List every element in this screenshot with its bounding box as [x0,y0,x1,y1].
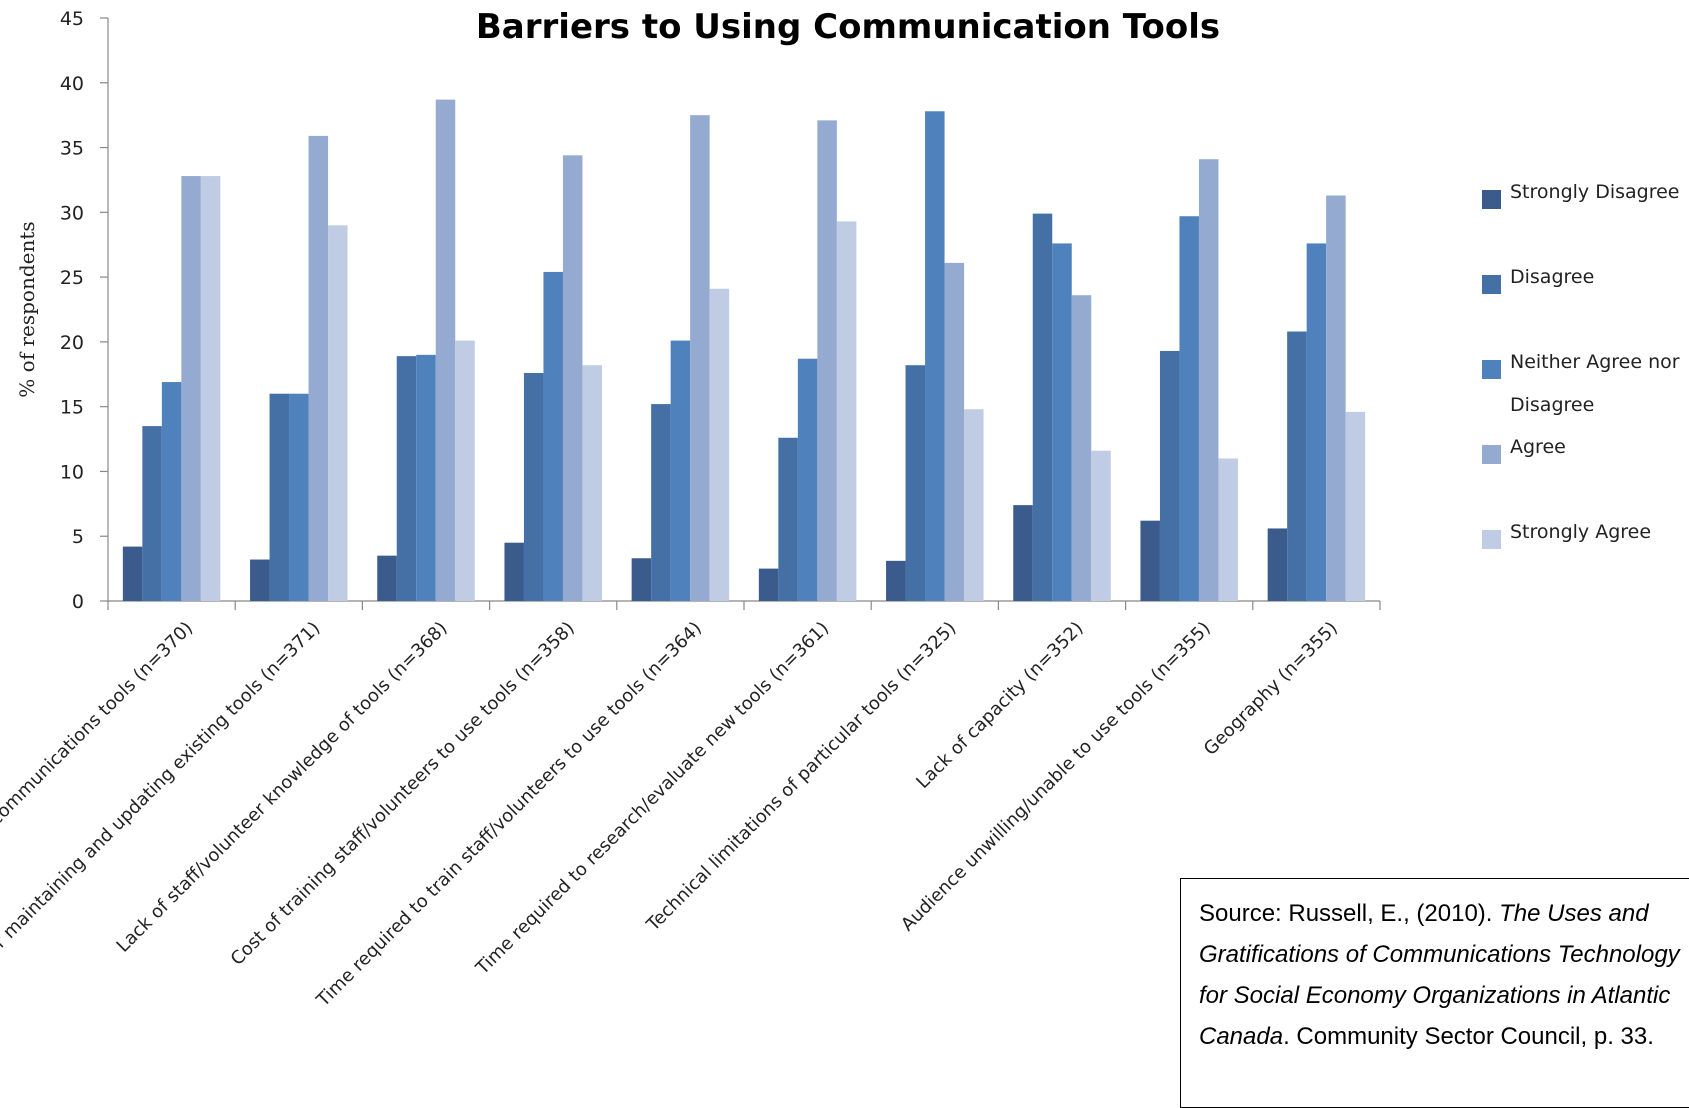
legend-swatch-strongly-disagree [1482,190,1501,209]
x-tick-label: Time required for maintaining and updati… [0,618,324,1058]
y-tick-label: 30 [60,202,84,224]
bar-strongly-disagree-6 [758,568,779,601]
bar-strongly-disagree-5 [631,558,652,601]
bar-agree-6 [817,120,837,602]
bar-neither-agree-nor-disagree-6 [797,358,818,601]
legend-label-strongly-disagree: Strongly Disagree [1510,181,1679,203]
bars [122,99,1366,602]
bar-strongly-agree-5 [709,288,730,601]
legend: Strongly Disagree Disagree Neither Agree n… [1482,181,1680,549]
bar-disagree-9 [1159,350,1180,601]
bar-disagree-3 [396,356,417,601]
bar-agree-1 [181,176,201,601]
bar-agree-8 [1071,295,1092,601]
bar-disagree-7 [905,365,926,601]
legend-swatch-neither-agree-nor-disagree [1482,360,1501,379]
bar-strongly-agree-10 [1345,411,1366,601]
legend-label-strongly-agree: Strongly Agree [1510,521,1651,543]
source-suffix: . Community Sector Council, p. 33. [1283,1023,1654,1050]
bar-strongly-agree-1 [200,176,221,601]
y-tick-label: 25 [60,267,84,289]
bar-strongly-agree-4 [582,365,602,601]
bar-neither-agree-nor-disagree-4 [543,271,563,601]
y-tick-label: 45 [60,8,84,30]
y-axis-label: % of respondents [15,221,39,397]
bar-neither-agree-nor-disagree-5 [670,340,691,601]
bar-neither-agree-nor-disagree-2 [289,393,309,601]
bar-strongly-agree-6 [836,221,857,601]
bar-strongly-agree-7 [964,409,984,601]
y-tick-label: 40 [60,73,84,95]
legend-label-neither-agree-nor-disagree: Neither Agree nor [1510,351,1680,373]
bar-agree-10 [1326,195,1346,602]
bar-disagree-2 [269,393,290,601]
axes: 0 5 10 15 20 25 30 35 40 45 % of respondents [15,8,1381,613]
legend-swatch-agree [1482,445,1501,464]
bar-agree-2 [308,135,329,601]
bar-strongly-agree-9 [1218,458,1238,601]
bar-disagree-6 [778,437,798,601]
bar-disagree-1 [142,426,162,601]
y-tick-label: 5 [72,526,84,548]
legend-label-disagree: Disagree [1510,266,1594,288]
source-citation: Source: Russell, E., (2010). The Uses an… [1180,878,1689,1108]
bar-strongly-disagree-7 [886,560,906,601]
bar-agree-7 [944,262,965,601]
y-tick-label: 0 [72,591,84,613]
bar-agree-5 [690,115,710,602]
x-tick-label: Geography (n=355) [1200,618,1342,760]
bar-disagree-8 [1032,213,1053,601]
bar-disagree-10 [1287,331,1307,601]
bar-neither-agree-nor-disagree-7 [925,111,945,601]
bar-strongly-disagree-10 [1267,528,1288,601]
bar-strongly-agree-8 [1091,450,1111,601]
legend-swatch-disagree [1482,275,1501,294]
bar-agree-4 [562,155,583,601]
legend-swatch-strongly-agree [1482,530,1501,549]
bar-strongly-disagree-1 [122,546,143,601]
bar-neither-agree-nor-disagree-9 [1179,216,1199,601]
bar-neither-agree-nor-disagree-10 [1306,243,1327,601]
bar-strongly-agree-3 [455,340,475,601]
legend-label-agree: Agree [1510,436,1566,458]
bar-strongly-disagree-3 [377,555,397,601]
bar-strongly-disagree-4 [504,542,524,601]
source-prefix: Source: Russell, E., (2010). [1199,900,1500,927]
bar-strongly-agree-2 [328,225,348,602]
y-tick-label: 10 [60,461,84,483]
bar-disagree-4 [523,372,544,601]
bar-strongly-disagree-8 [1013,505,1033,601]
source-title: The Uses and Gratifications of Communica… [1199,900,1680,1050]
legend-label-neither-agree-nor-disagree: Disagree [1510,394,1594,416]
bar-strongly-disagree-2 [250,559,270,601]
bar-neither-agree-nor-disagree-1 [161,382,182,601]
bar-agree-3 [435,99,456,602]
y-tick-label: 20 [60,332,84,354]
bar-disagree-5 [651,404,671,601]
bar-agree-9 [1198,159,1219,601]
bar-strongly-disagree-9 [1140,520,1160,601]
chart-title: Barriers to Using Communication Tools [476,7,1220,47]
x-tick-label: Audience unwilling/unable to use tools (… [897,618,1215,936]
bar-neither-agree-nor-disagree-8 [1052,243,1072,601]
y-tick-label: 35 [60,138,84,160]
x-tick-labels: Cost of communications tools (n=370)Time… [0,618,1342,1058]
y-tick-label: 15 [60,397,84,419]
bar-neither-agree-nor-disagree-3 [416,354,436,601]
